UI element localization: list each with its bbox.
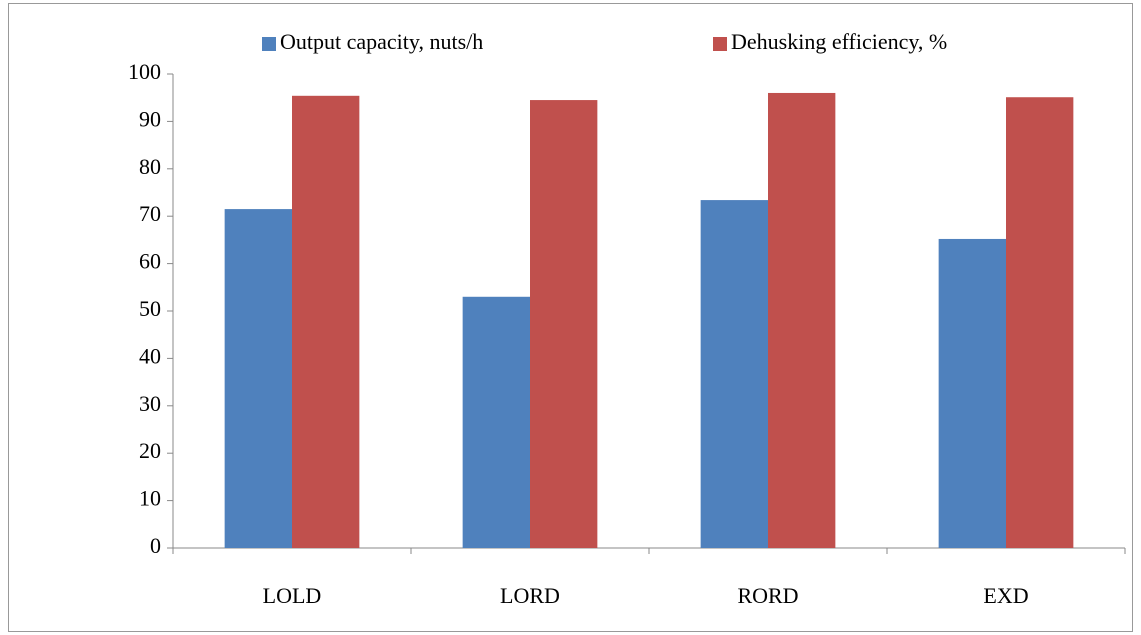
y-tick-label: 20	[139, 438, 161, 463]
bar	[938, 238, 1006, 548]
bar	[1006, 97, 1074, 548]
y-tick-label: 10	[139, 486, 161, 511]
bar	[700, 200, 768, 549]
y-tick-label: 30	[139, 391, 161, 416]
legend-label: Dehusking efficiency, %	[731, 29, 947, 54]
bar	[462, 296, 530, 548]
legend-swatch	[713, 37, 727, 51]
y-tick-label: 60	[139, 249, 161, 274]
y-tick-label: 40	[139, 343, 161, 368]
x-tick-label: LOLD	[263, 583, 322, 608]
x-tick-label: EXD	[983, 583, 1028, 608]
bar	[530, 100, 598, 548]
x-tick-label: RORD	[737, 583, 798, 608]
y-tick-label: 100	[128, 59, 161, 84]
y-tick-label: 90	[139, 106, 161, 131]
bar	[224, 209, 292, 548]
y-tick-label: 70	[139, 201, 161, 226]
bar	[292, 95, 360, 548]
y-tick-label: 0	[150, 533, 161, 558]
bar	[768, 92, 836, 549]
legend-label: Output capacity, nuts/h	[280, 29, 483, 54]
legend-swatch	[262, 37, 276, 51]
y-tick-label: 50	[139, 296, 161, 321]
y-tick-label: 80	[139, 154, 161, 179]
x-tick-label: LORD	[500, 583, 560, 608]
